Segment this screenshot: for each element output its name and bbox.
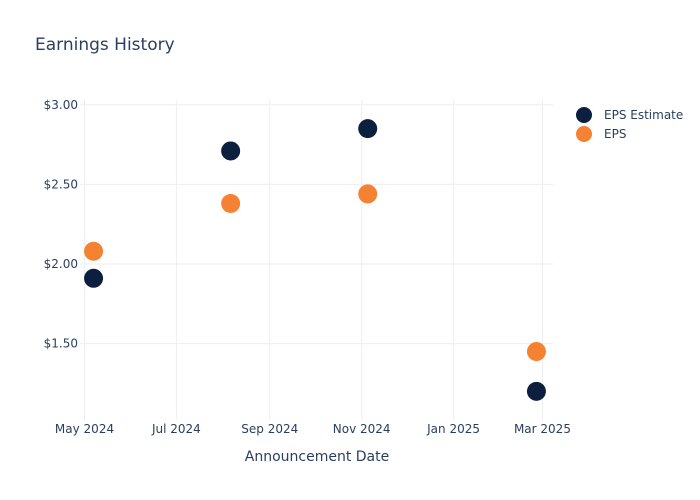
y-tick-label: $3.00: [44, 98, 78, 112]
legend-label[interactable]: EPS Estimate: [604, 108, 683, 122]
legend-label[interactable]: EPS: [604, 127, 626, 141]
point-eps-estimate[interactable]: [84, 268, 104, 288]
x-tick-label: May 2024: [55, 422, 114, 436]
point-eps[interactable]: [221, 193, 241, 213]
legend-marker[interactable]: [576, 126, 592, 142]
grid-lines: [80, 100, 553, 420]
x-tick-label: Jul 2024: [151, 422, 201, 436]
point-eps[interactable]: [358, 184, 378, 204]
legend-marker[interactable]: [576, 107, 592, 123]
y-axis-ticks: $1.50 $2.00 $2.50 $3.00: [44, 98, 78, 351]
x-axis-ticks: May 2024 Jul 2024 Sep 2024 Nov 2024 Jan 2025…: [55, 422, 571, 436]
y-tick-label: $2.50: [44, 177, 78, 191]
point-eps-estimate[interactable]: [526, 381, 546, 401]
x-tick-label: Sep 2024: [241, 422, 298, 436]
legend: EPS Estimate EPS: [576, 107, 683, 142]
data-points: [84, 119, 546, 401]
y-tick-label: $2.00: [44, 257, 78, 271]
point-eps[interactable]: [526, 342, 546, 362]
chart-title: Earnings History: [35, 35, 175, 55]
x-tick-label: Mar 2025: [514, 422, 571, 436]
point-eps[interactable]: [84, 241, 104, 261]
x-tick-label: Jan 2025: [426, 422, 480, 436]
point-eps-estimate[interactable]: [358, 119, 378, 139]
y-tick-label: $1.50: [44, 337, 78, 351]
x-axis-title: Announcement Date: [245, 449, 389, 465]
point-eps-estimate[interactable]: [221, 141, 241, 161]
x-tick-label: Nov 2024: [333, 422, 391, 436]
